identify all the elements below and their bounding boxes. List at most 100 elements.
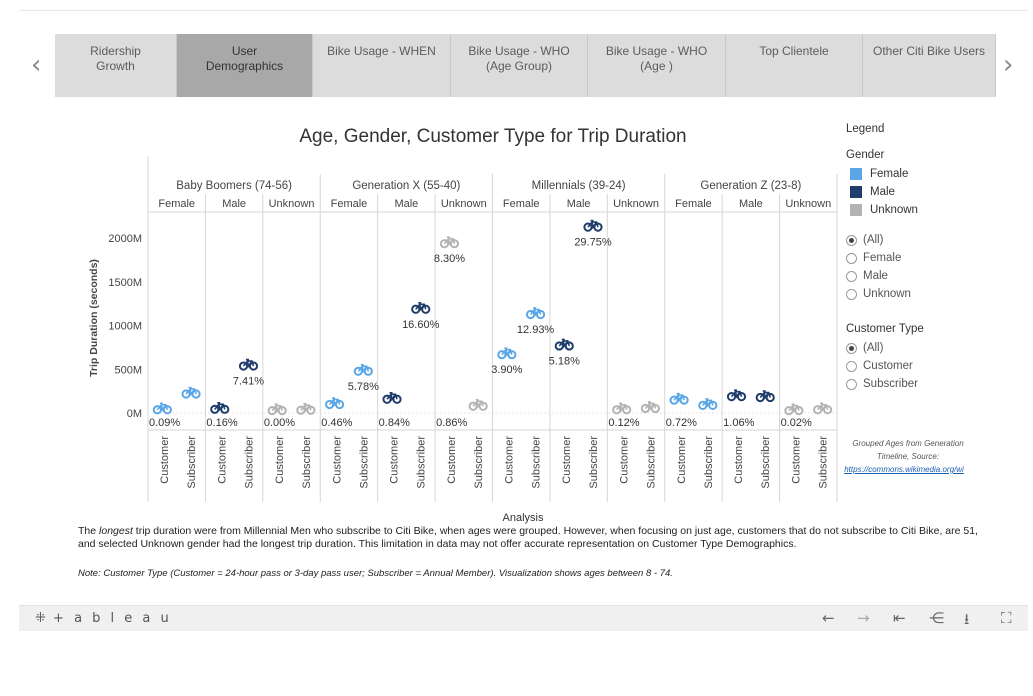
generation-header: Generation Z (23-8) — [700, 180, 801, 192]
filter-radio-option[interactable]: (All) — [846, 339, 1026, 357]
customer-type-filter: (All) Customer Subscriber — [846, 339, 1026, 393]
filter-radio-option[interactable]: (All) — [846, 231, 1026, 249]
gender-legend-title: Gender — [846, 149, 885, 161]
data-label: 0.86% — [436, 417, 467, 429]
radio-button[interactable] — [846, 234, 857, 246]
analysis-caption: The longest trip duration were from Mill… — [78, 525, 978, 551]
bicycle-marker-icon[interactable] — [210, 402, 230, 414]
gender-swatches: Female Male Unknown — [846, 165, 1026, 219]
radio-button[interactable] — [846, 252, 857, 264]
undo-icon[interactable]: ← — [822, 609, 835, 627]
bicycle-marker-icon[interactable] — [726, 389, 747, 402]
data-label: 5.18% — [549, 355, 580, 367]
bicycle-marker-icon[interactable] — [353, 363, 373, 376]
generation-header: Baby Boomers (74-56) — [176, 180, 292, 192]
chevron-right-icon[interactable]: › — [1003, 50, 1014, 80]
gender-header: Male — [222, 198, 246, 210]
story-tab[interactable]: Ridership Growth — [55, 34, 177, 97]
bicycle-marker-icon[interactable] — [583, 219, 603, 232]
story-tab[interactable]: Top Clientele — [726, 34, 863, 97]
fullscreen-icon[interactable]: ⛶ — [1001, 609, 1012, 627]
bicycle-marker-icon[interactable] — [784, 403, 804, 416]
redo-icon[interactable]: → — [857, 609, 870, 627]
gender-header: Unknown — [269, 198, 315, 210]
data-label: 0.72% — [666, 417, 697, 429]
gender-header: Unknown — [785, 198, 831, 210]
customer-type-tick: Customer — [446, 436, 458, 484]
data-label: 0.12% — [608, 417, 639, 429]
bicycle-marker-icon[interactable] — [640, 401, 660, 414]
y-axis-label: Trip Duration (seconds) — [88, 259, 100, 377]
legend-panel: Legend Gender Female Male Unknown (All) Fem… — [846, 123, 1026, 393]
customer-type-tick: Subscriber — [301, 436, 313, 489]
data-label: 0.84% — [379, 417, 410, 429]
bicycle-marker-icon[interactable] — [813, 402, 833, 415]
bicycle-marker-icon[interactable] — [439, 236, 460, 249]
bicycle-marker-icon[interactable] — [411, 301, 431, 314]
radio-button[interactable] — [846, 342, 857, 354]
filter-radio-option[interactable]: Customer — [846, 357, 1026, 375]
story-tab[interactable]: Bike Usage - WHO (Age Group) — [451, 34, 588, 97]
generation-header: Millennials (39-24) — [532, 180, 626, 192]
gender-header: Female — [331, 198, 368, 210]
legend-swatch — [850, 204, 862, 216]
filter-radio-option[interactable]: Unknown — [846, 285, 1026, 303]
customer-type-tick: Subscriber — [588, 436, 600, 489]
bicycle-marker-icon[interactable] — [755, 390, 775, 403]
data-label: 5.78% — [348, 381, 379, 393]
bicycle-marker-icon[interactable] — [525, 307, 546, 320]
radio-button[interactable] — [846, 378, 857, 390]
radio-button[interactable] — [846, 288, 857, 300]
bicycle-marker-icon[interactable] — [382, 391, 402, 404]
customer-type-tick: Customer — [274, 436, 286, 484]
bicycle-marker-icon[interactable] — [267, 403, 287, 416]
share-icon[interactable]: ⋲ — [929, 609, 944, 627]
data-label: 1.06% — [723, 417, 754, 429]
story-tab[interactable]: User Demographics — [177, 34, 313, 97]
legend-swatch-row[interactable]: Male — [846, 183, 1026, 201]
bicycle-marker-icon[interactable] — [152, 402, 172, 415]
bicycle-marker-icon[interactable] — [468, 398, 488, 411]
legend-title: Legend — [846, 123, 885, 135]
customer-type-tick: Subscriber — [358, 436, 370, 489]
chevron-left-icon[interactable]: ‹ — [31, 50, 42, 80]
story-tab[interactable]: Bike Usage - WHEN — [313, 34, 451, 97]
download-icon[interactable]: ⭳ — [964, 610, 970, 628]
bicycle-marker-icon[interactable] — [238, 358, 259, 371]
y-tick-label: 1000M — [108, 321, 142, 333]
filter-radio-option[interactable]: Male — [846, 267, 1026, 285]
radio-button[interactable] — [846, 270, 857, 282]
source-note: Grouped Ages from Generation Timeline, S… — [843, 437, 973, 476]
filter-radio-option[interactable]: Female — [846, 249, 1026, 267]
story-tab[interactable]: Other Citi Bike Users — [863, 34, 996, 97]
bicycle-marker-icon[interactable] — [181, 386, 201, 399]
filter-radio-option[interactable]: Subscriber — [846, 375, 1026, 393]
data-label: 29.75% — [574, 237, 612, 249]
y-tick-label: 2000M — [108, 233, 142, 245]
bicycle-marker-icon[interactable] — [698, 398, 718, 410]
bicycle-marker-icon[interactable] — [554, 338, 574, 351]
bicycle-marker-icon[interactable] — [296, 402, 316, 415]
story-tab[interactable]: Bike Usage - WHO (Age ) — [588, 34, 726, 97]
bicycle-marker-icon[interactable] — [325, 397, 345, 410]
revert-icon[interactable]: ⇤ — [893, 609, 906, 627]
customer-type-tick: Customer — [561, 436, 573, 484]
bicycle-marker-icon[interactable] — [669, 392, 689, 405]
legend-swatch-row[interactable]: Female — [846, 165, 1026, 183]
radio-label: Unknown — [863, 288, 911, 300]
bicycle-marker-icon[interactable] — [612, 402, 632, 415]
legend-swatch-row[interactable]: Unknown — [846, 201, 1026, 219]
customer-type-tick: Customer — [733, 436, 745, 484]
radio-label: (All) — [863, 234, 884, 246]
customer-type-tick: Subscriber — [703, 436, 715, 489]
radio-button[interactable] — [846, 360, 857, 372]
source-link[interactable]: https://commons.wikimedia.org/wi — [844, 465, 964, 474]
data-label: 0.46% — [321, 417, 352, 429]
story-tabs: Ridership Growth User Demographics Bike Us… — [55, 34, 996, 97]
customer-type-tick: Subscriber — [186, 436, 198, 489]
bicycle-marker-icon[interactable] — [497, 347, 517, 360]
customer-type-tick: Customer — [216, 436, 228, 484]
customer-type-title: Customer Type — [846, 323, 924, 335]
data-label: 8.30% — [434, 253, 465, 265]
customer-type-tick: Subscriber — [416, 436, 428, 489]
